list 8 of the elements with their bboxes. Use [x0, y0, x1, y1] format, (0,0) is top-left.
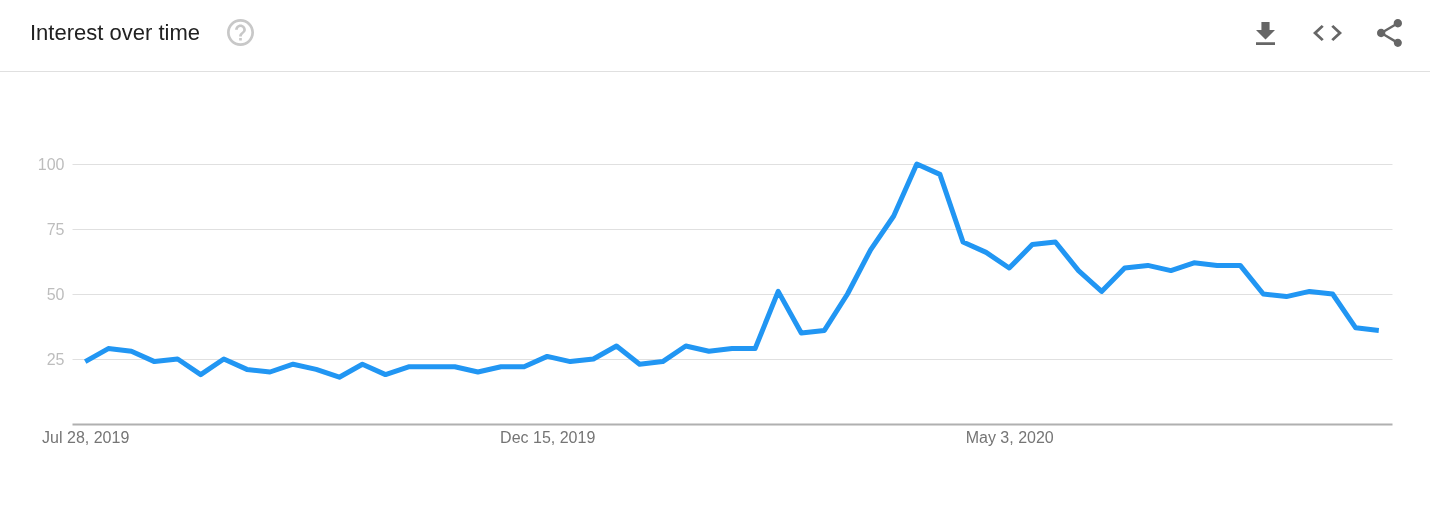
- y-tick-label: 75: [46, 220, 65, 238]
- y-tick-label: 100: [37, 155, 65, 173]
- x-tick-label: Jul 28, 2019: [42, 428, 130, 446]
- x-tick-label: Dec 15, 2019: [500, 428, 596, 446]
- y-tick-label: 25: [46, 350, 65, 368]
- y-tick-label: 50: [46, 285, 65, 303]
- chart-title: Interest over time: [30, 20, 200, 46]
- x-tick-label: May 3, 2020: [965, 428, 1054, 446]
